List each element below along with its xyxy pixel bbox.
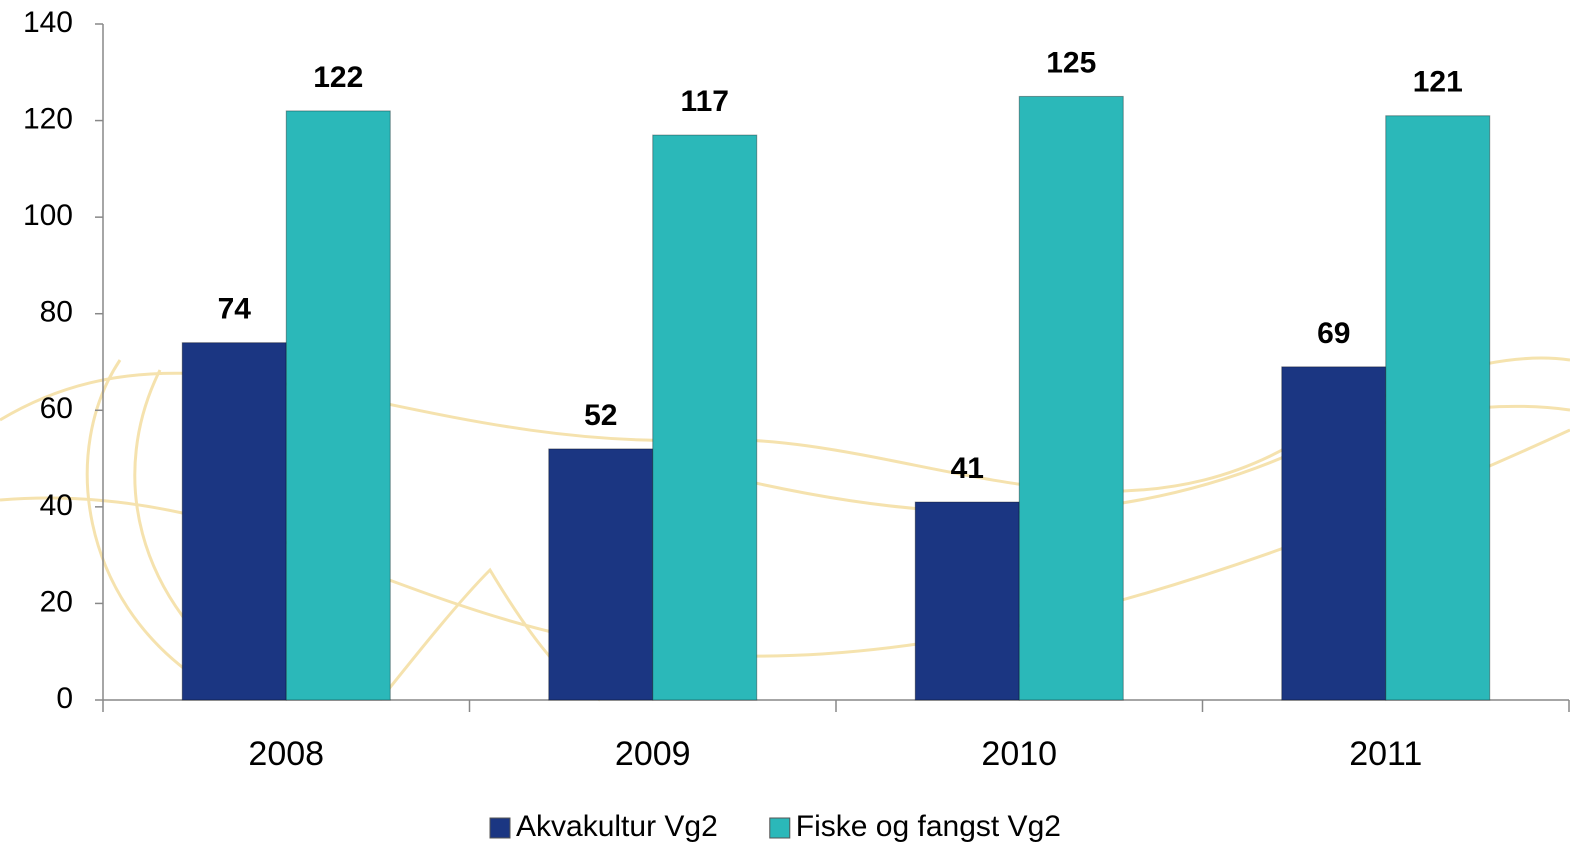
bar [1386,116,1490,700]
bar [1019,96,1123,700]
y-tick-label: 100 [23,199,73,232]
x-tick-label: 2009 [615,735,691,773]
y-tick-label: 40 [40,489,73,522]
bar [653,135,757,700]
bar [182,343,286,700]
legend-swatch [770,818,790,838]
value-label: 117 [681,85,729,118]
value-label: 69 [1317,317,1350,350]
y-tick-label: 140 [23,6,73,39]
y-tick-label: 20 [40,585,73,618]
bar [286,111,390,700]
x-tick-label: 2011 [1349,735,1422,773]
value-label: 125 [1046,46,1096,79]
chart: 0 20 40 60 80 100 120 140 2008 74 122 2009 52 117 2010… [0,0,1570,848]
bar [549,449,653,700]
y-tick-label: 80 [40,296,73,329]
bar [915,502,1019,700]
legend-label: Akvakultur Vg2 [516,810,718,843]
y-tick-label: 120 [23,102,73,135]
bar [1282,367,1386,700]
value-label: 41 [951,452,984,485]
legend-swatch [490,818,510,838]
y-tick-label: 0 [56,682,73,715]
legend-label: Fiske og fangst Vg2 [796,810,1061,843]
value-label: 74 [218,293,252,326]
value-label: 52 [584,399,617,432]
value-label: 122 [313,61,363,94]
x-tick-label: 2010 [981,735,1057,773]
x-tick-label: 2008 [248,735,324,773]
y-tick-label: 60 [40,392,73,425]
value-label: 121 [1413,66,1463,99]
